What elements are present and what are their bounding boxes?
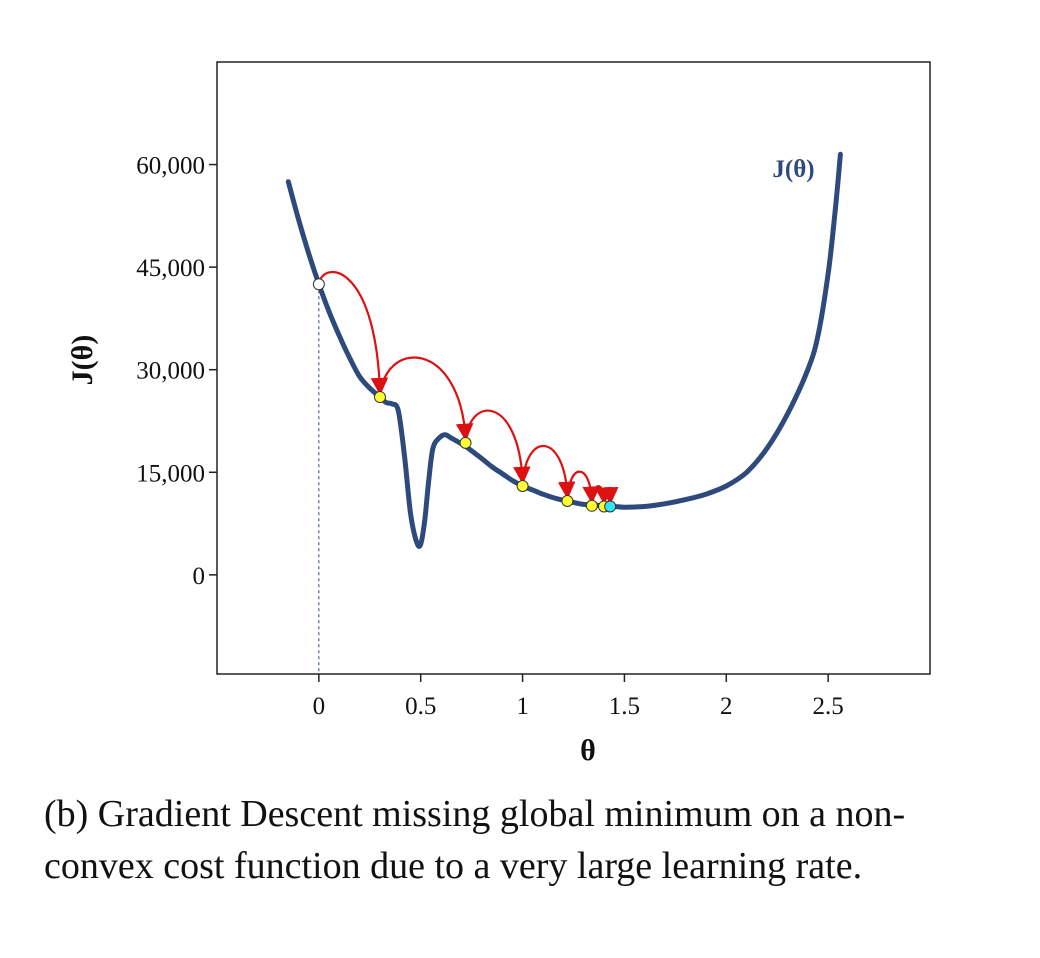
plot-frame [216,61,931,675]
x-tick-label: 0 [313,693,326,720]
step-point [459,436,472,449]
figure-caption: (b) Gradient Descent missing global mini… [44,793,906,887]
x-axis-title: θ [580,734,596,767]
end-point [604,500,617,513]
step-arrow [521,444,576,500]
curve-label: J(θ) [772,156,814,183]
y-tick-label: 30,000 [136,358,205,385]
x-tick-label: 0.5 [405,693,436,720]
step-point [373,391,386,404]
y-tick-label: 0 [193,563,206,590]
chart: 0 15,000 30,000 45,000 60,000 0 0.5 1 1.5 2 2.5 J… [66,61,931,767]
step-arrow [566,470,600,505]
y-tick-label: 15,000 [136,460,205,487]
series-line-cost-curve [285,151,843,549]
step-points [312,278,617,513]
step-point [585,499,598,512]
step-arrow [378,356,474,442]
step-arrow [317,271,389,396]
step-point [516,479,529,492]
y-axis: 0 15,000 30,000 45,000 60,000 [136,153,217,590]
x-tick-label: 2.5 [813,693,844,720]
step-arrow [464,409,531,485]
x-axis: 0 0.5 1 1.5 2 2.5 [313,674,844,720]
y-tick-label: 45,000 [136,255,205,282]
start-point [312,278,325,291]
x-tick-label: 1.5 [609,693,640,720]
x-tick-label: 1 [516,693,529,720]
y-tick-label: 60,000 [136,153,205,180]
step-point [561,494,574,507]
gradient-steps [317,271,619,507]
y-axis-title: J(θ) [66,335,99,386]
x-tick-label: 2 [720,693,733,720]
